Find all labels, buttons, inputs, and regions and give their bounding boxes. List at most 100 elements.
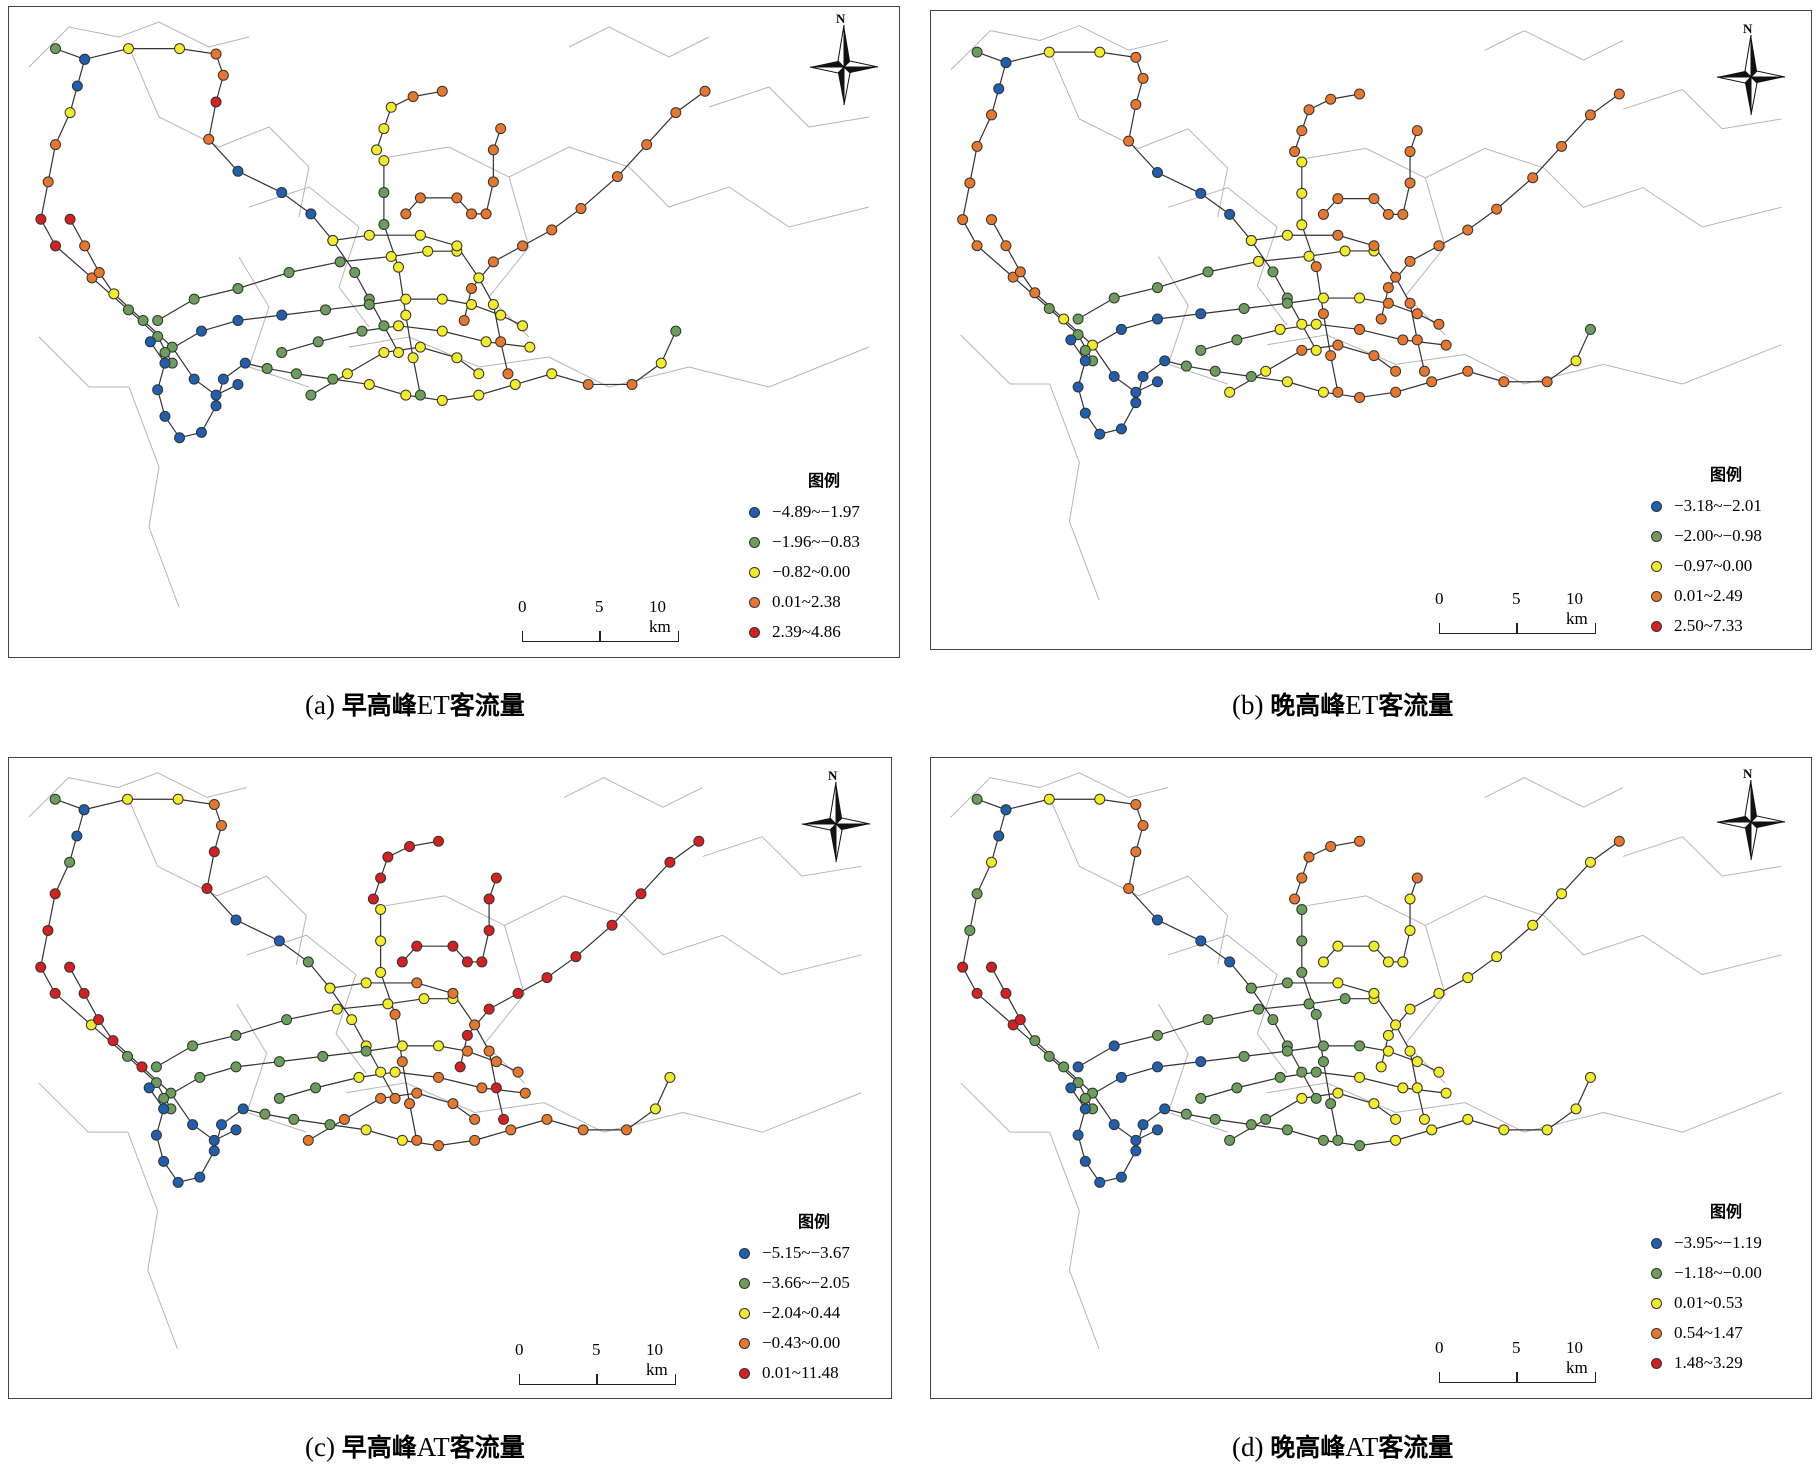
station-d-3-5 (1115, 1171, 1127, 1183)
district-boundary-a-11 (38, 336, 129, 388)
station-b-3-7 (1137, 371, 1149, 383)
station-a-1-2 (64, 107, 76, 119)
station-d-4-8 (1382, 1045, 1394, 1057)
legend-swatch-c-1 (739, 1277, 750, 1289)
station-d-12-2 (1296, 1092, 1308, 1104)
station-a-10-7 (641, 139, 653, 151)
caption-c: (c) 早高峰AT客流量 (305, 1428, 525, 1464)
caption-en-a: ET (416, 690, 450, 720)
station-d-2-7 (1130, 1134, 1142, 1146)
station-b-9-3 (1382, 208, 1394, 220)
caption-zh-d: 晚高峰 (1270, 1433, 1346, 1462)
station-b-1-5 (957, 214, 969, 226)
station-b-3-2 (1072, 381, 1084, 393)
station-b-9-1 (1332, 193, 1344, 205)
station-b-4-6 (1317, 292, 1329, 304)
station-d-3-1 (1079, 1103, 1091, 1115)
legend-swatch-b-1 (1651, 530, 1662, 542)
station-c-2-0 (64, 961, 76, 973)
station-c-2-2 (93, 1014, 105, 1026)
station-c-4-0 (158, 1092, 170, 1104)
station-a-3-16 (509, 378, 521, 390)
station-b-3-18 (1498, 376, 1510, 388)
legend-label-c-2: −2.04~0.44 (762, 1303, 841, 1322)
station-d-0-6 (1130, 846, 1142, 858)
station-c-4-10 (512, 1066, 524, 1078)
metro-line-c-6 (329, 982, 505, 1120)
station-a-1-3 (49, 139, 61, 151)
station-c-1-0 (78, 804, 90, 816)
scale-label-5-c: 5 (592, 1340, 601, 1359)
station-a-12-4 (451, 352, 463, 364)
station-c-12-5 (469, 1113, 481, 1125)
legend-title-b: 图例 (1709, 465, 1742, 484)
station-a-0-6 (210, 96, 222, 108)
station-d-8-4 (1317, 1056, 1329, 1068)
station-a-1-6 (49, 240, 61, 252)
station-a-0-4 (210, 48, 222, 60)
station-a-1-9 (152, 330, 164, 342)
station-d-9-6 (1404, 893, 1416, 905)
district-boundary-a-4 (488, 176, 530, 338)
station-d-9-4 (1397, 956, 1409, 968)
district-boundary-d-3 (1306, 895, 1545, 926)
station-c-12-4 (447, 1098, 459, 1110)
legend-swatch-c-4 (739, 1367, 750, 1379)
station-c-3-21 (664, 1071, 676, 1083)
station-c-11-4 (432, 1071, 444, 1083)
station-c-3-17 (541, 1113, 553, 1125)
station-c-10-0 (454, 1061, 466, 1073)
station-c-8-4 (396, 1056, 408, 1068)
station-c-2-8 (230, 1124, 242, 1136)
station-d-12-1 (1260, 1113, 1272, 1125)
station-b-2-0 (986, 214, 998, 226)
station-b-7-1 (1296, 125, 1308, 137)
station-c-5-4 (331, 1003, 343, 1015)
station-c-10-4 (541, 972, 553, 984)
north-arrow-d: N (1711, 766, 1791, 861)
station-a-1-4 (42, 176, 54, 188)
station-a-5-6 (422, 245, 434, 257)
station-c-9-2 (447, 940, 459, 952)
scale-bar-line-a (522, 631, 679, 642)
station-c-11-3 (389, 1066, 401, 1078)
district-boundary-c-11 (38, 1082, 128, 1133)
station-d-1-8 (1043, 1050, 1055, 1062)
station-b-3-13 (1317, 386, 1329, 398)
station-d-11-4 (1354, 1071, 1366, 1083)
district-boundary-d-1 (1049, 797, 1229, 965)
station-c-0-8 (230, 914, 242, 926)
legend-item-d-4: 1.48~3.29 (1651, 1348, 1801, 1378)
station-b-8-3 (1310, 261, 1322, 273)
legend-swatch-d-0 (1651, 1237, 1662, 1249)
station-c-2-6 (187, 1119, 199, 1131)
station-d-6-6 (1411, 1082, 1423, 1094)
caption-prefix-d: (d) (1232, 1432, 1264, 1462)
station-d-9-0 (1317, 956, 1329, 968)
station-c-9-3 (461, 956, 473, 968)
station-b-3-0 (1065, 334, 1077, 346)
legend-swatch-d-2 (1651, 1297, 1662, 1309)
station-b-3-11 (1245, 371, 1257, 383)
station-a-0-10 (305, 208, 317, 220)
station-c-3-9 (259, 1108, 271, 1120)
station-a-5-3 (283, 267, 295, 279)
district-boundary-d-0 (950, 772, 1169, 818)
station-c-4-1 (194, 1071, 206, 1083)
station-b-12-0 (1224, 386, 1236, 398)
station-a-11-2 (356, 325, 368, 337)
station-c-12-3 (411, 1087, 423, 1099)
legend-swatch-a-3 (749, 596, 760, 608)
legend-label-d-2: 0.01~0.53 (1674, 1293, 1743, 1312)
legend-label-c-4: 0.01~11.48 (762, 1363, 839, 1382)
station-c-9-7 (490, 872, 502, 884)
station-d-11-6 (1440, 1087, 1452, 1099)
station-b-5-0 (1072, 313, 1084, 325)
caption-zh2-c: 客流量 (449, 1433, 525, 1462)
station-b-4-2 (1151, 313, 1163, 325)
station-a-10-2 (487, 256, 499, 268)
station-b-7-3 (1325, 93, 1337, 105)
station-d-10-8 (1584, 856, 1596, 868)
station-a-6-3 (451, 240, 463, 252)
station-a-5-1 (188, 293, 200, 305)
